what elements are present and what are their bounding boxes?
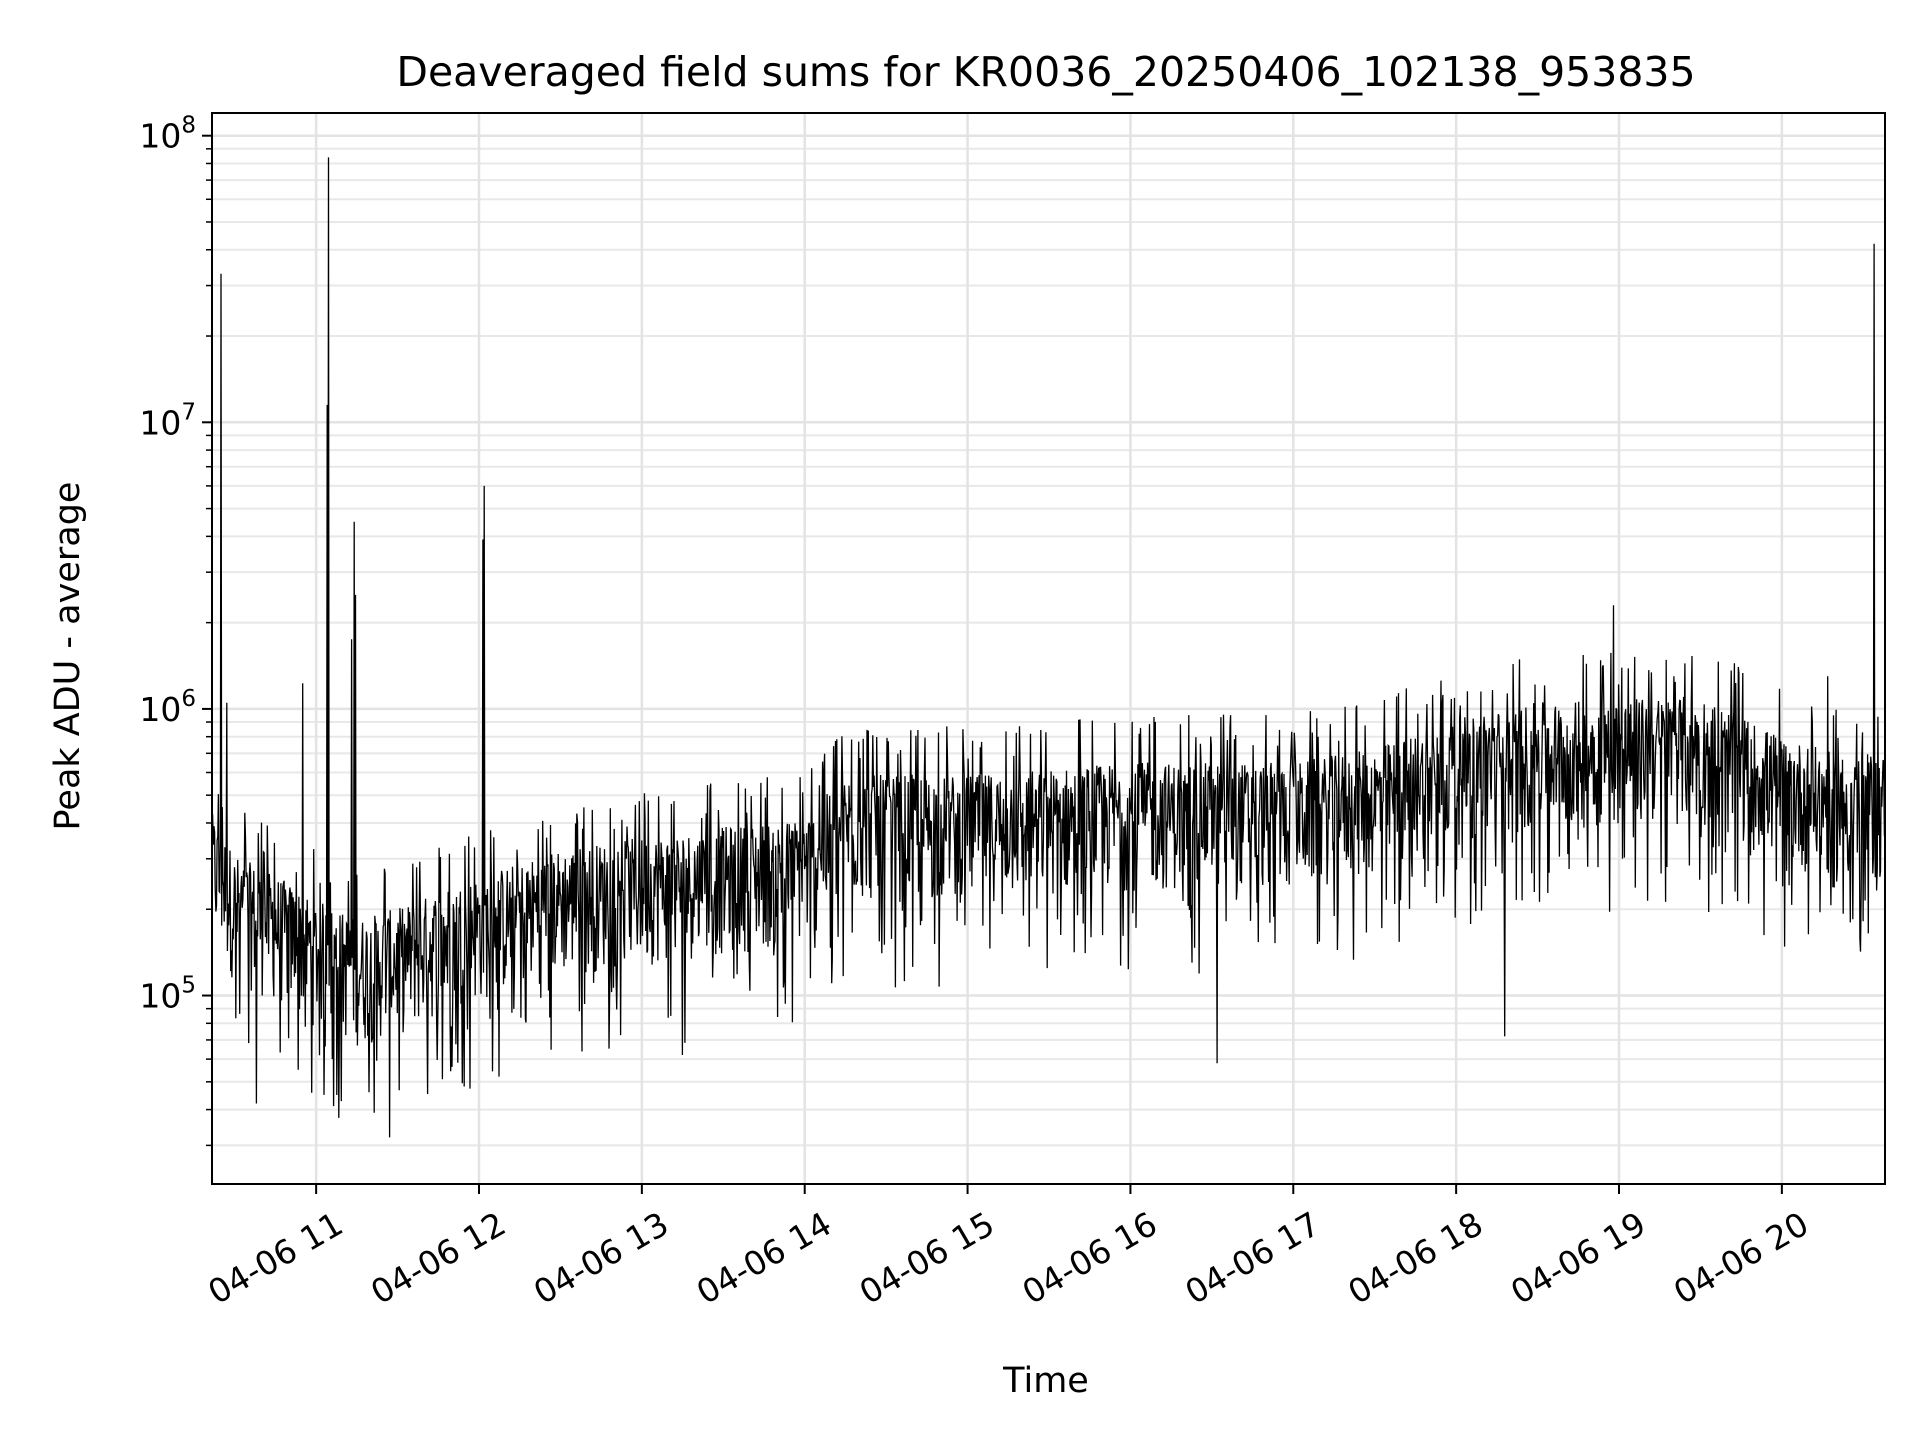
- series-path: [211, 157, 1886, 1138]
- y-tick-label: 106: [139, 686, 196, 729]
- x-tick-label: 04-06 12: [364, 1204, 512, 1312]
- y-tick-label: 107: [139, 399, 196, 442]
- y-axis: 105 106 107 108: [139, 113, 212, 1016]
- y-axis-label: Peak ADU - average: [48, 482, 88, 831]
- x-tick-label: 04-06 18: [1341, 1204, 1489, 1312]
- y-tick-label: 108: [139, 113, 196, 156]
- x-tick-label: 04-06 20: [1667, 1204, 1815, 1312]
- x-axis: 04-06 11 04-06 12 04-06 13 04-06 14 04-06 15…: [201, 1184, 1815, 1312]
- x-tick-label: 04-06 15: [853, 1204, 1001, 1312]
- x-tick-label: 04-06 17: [1178, 1204, 1326, 1312]
- x-tick-label: 04-06 14: [690, 1204, 838, 1312]
- plot-frame: [211, 112, 1886, 1185]
- x-tick-label: 04-06 11: [201, 1204, 349, 1312]
- series-line: [211, 157, 1886, 1138]
- x-tick-label: 04-06 19: [1504, 1204, 1652, 1312]
- x-tick-label: 04-06 13: [527, 1204, 675, 1312]
- y-tick-label: 105: [139, 973, 196, 1016]
- x-axis-label: Time: [1002, 1361, 1089, 1401]
- x-tick-label: 04-06 16: [1016, 1204, 1164, 1312]
- chart-title: Deaveraged field sums for KR0036_2025040…: [396, 48, 1695, 96]
